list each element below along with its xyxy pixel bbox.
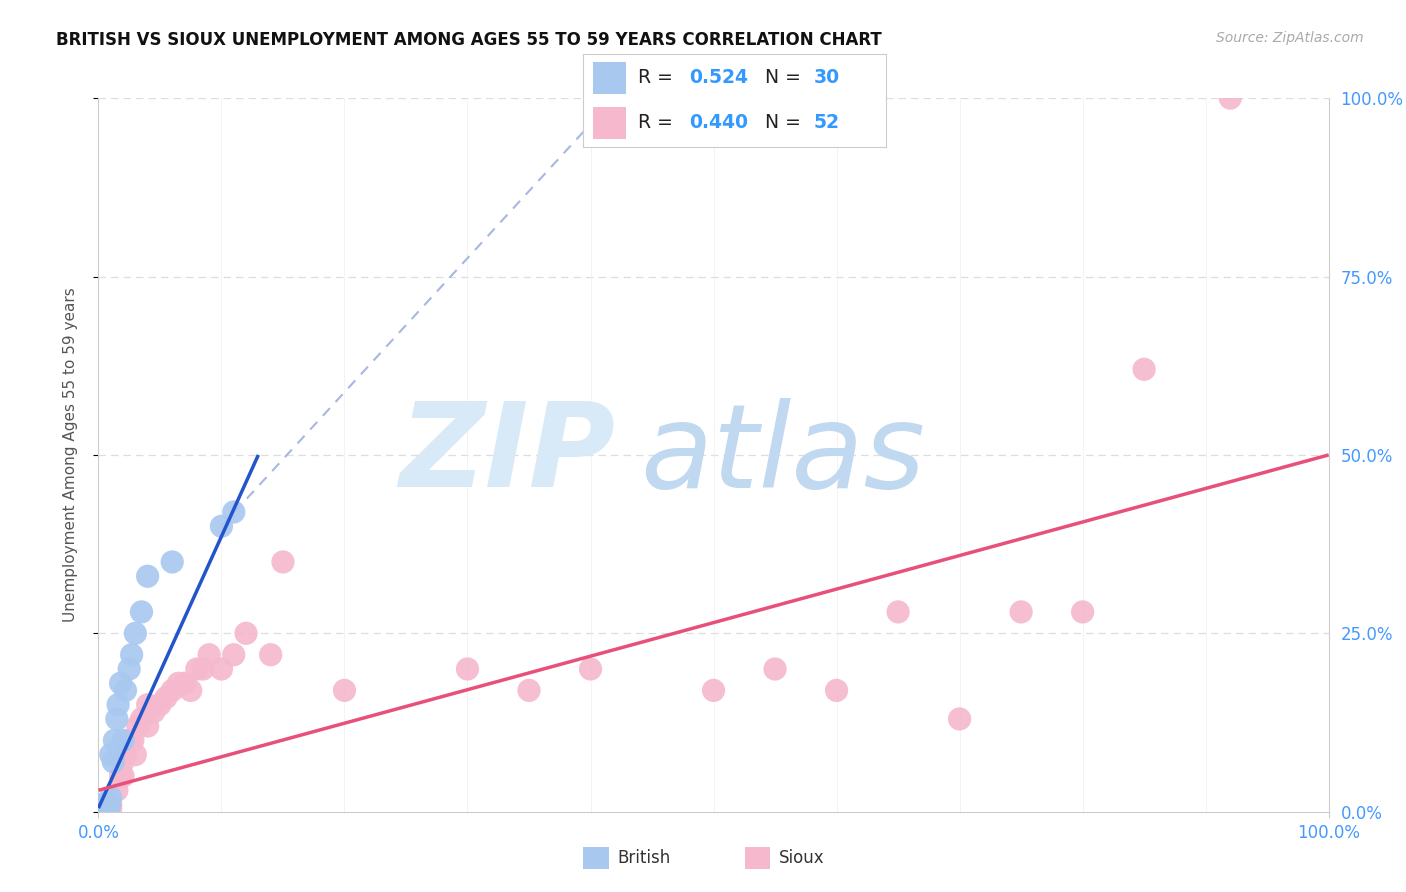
Point xyxy=(763,662,786,676)
Point xyxy=(456,662,478,676)
Point xyxy=(1071,605,1094,619)
Text: Sioux: Sioux xyxy=(779,849,824,867)
Point xyxy=(87,805,110,819)
Text: N =: N = xyxy=(765,69,807,87)
Text: R =: R = xyxy=(638,113,679,132)
Point xyxy=(112,769,135,783)
Point xyxy=(1010,605,1032,619)
Y-axis label: Unemployment Among Ages 55 to 59 years: Unemployment Among Ages 55 to 59 years xyxy=(63,287,77,623)
Point xyxy=(87,805,110,819)
Point xyxy=(114,683,136,698)
Point xyxy=(162,683,183,698)
Point xyxy=(124,626,146,640)
Point xyxy=(118,733,141,747)
Point xyxy=(517,683,540,698)
Point xyxy=(887,605,910,619)
Point xyxy=(112,755,135,769)
Point xyxy=(93,801,115,815)
Point xyxy=(90,801,112,815)
Point xyxy=(87,801,110,815)
Text: BRITISH VS SIOUX UNEMPLOYMENT AMONG AGES 55 TO 59 YEARS CORRELATION CHART: BRITISH VS SIOUX UNEMPLOYMENT AMONG AGES… xyxy=(56,31,882,49)
Text: 0.440: 0.440 xyxy=(689,113,748,132)
Point xyxy=(211,662,233,676)
Point xyxy=(949,712,972,726)
Point xyxy=(100,747,122,762)
Bar xyxy=(592,62,626,94)
Point xyxy=(87,805,110,819)
Text: 0.524: 0.524 xyxy=(689,69,748,87)
Point xyxy=(110,676,132,690)
Point xyxy=(703,683,725,698)
Point xyxy=(87,805,110,819)
Point xyxy=(93,797,115,812)
Point xyxy=(191,662,214,676)
Point xyxy=(87,805,110,819)
Point xyxy=(103,755,125,769)
Point xyxy=(110,769,132,783)
Point xyxy=(149,698,172,712)
Point xyxy=(105,712,128,726)
Text: ZIP: ZIP xyxy=(399,398,616,512)
Point xyxy=(131,712,153,726)
Point xyxy=(100,790,122,805)
Point xyxy=(198,648,221,662)
Point xyxy=(105,783,128,797)
Point xyxy=(211,519,233,533)
Point xyxy=(100,801,122,815)
Point xyxy=(271,555,294,569)
Point xyxy=(222,505,245,519)
Point xyxy=(162,555,183,569)
Point xyxy=(579,662,602,676)
Point xyxy=(235,626,257,640)
Point xyxy=(87,801,110,815)
Point xyxy=(131,605,153,619)
Text: N =: N = xyxy=(765,113,807,132)
Point xyxy=(124,747,146,762)
Point xyxy=(173,676,195,690)
Point xyxy=(87,805,110,819)
Point xyxy=(97,797,120,812)
Point xyxy=(94,801,117,815)
Point xyxy=(87,805,110,819)
Point xyxy=(136,569,159,583)
Point xyxy=(136,698,159,712)
Point xyxy=(96,801,118,815)
Point xyxy=(121,648,143,662)
Point xyxy=(142,705,165,719)
Text: Source: ZipAtlas.com: Source: ZipAtlas.com xyxy=(1216,31,1364,45)
Point xyxy=(825,683,848,698)
Point xyxy=(118,662,141,676)
Point xyxy=(333,683,356,698)
Bar xyxy=(592,107,626,139)
Point xyxy=(155,690,177,705)
Point xyxy=(91,797,114,812)
Point xyxy=(87,805,110,819)
Text: 30: 30 xyxy=(813,69,839,87)
Point xyxy=(93,801,115,815)
Text: atlas: atlas xyxy=(640,398,925,512)
Point xyxy=(127,719,149,733)
Point xyxy=(114,747,136,762)
Point xyxy=(222,648,245,662)
Text: British: British xyxy=(617,849,671,867)
Point xyxy=(112,733,135,747)
Point xyxy=(87,805,110,819)
Point xyxy=(167,676,190,690)
Point xyxy=(100,797,122,812)
Point xyxy=(180,683,202,698)
Point xyxy=(1219,91,1241,105)
Text: R =: R = xyxy=(638,69,679,87)
Point xyxy=(260,648,283,662)
Point xyxy=(87,805,110,819)
Point xyxy=(1133,362,1156,376)
Point xyxy=(186,662,208,676)
Point xyxy=(103,733,125,747)
Text: 52: 52 xyxy=(813,113,839,132)
Point xyxy=(97,801,120,815)
Point xyxy=(136,719,159,733)
Point xyxy=(98,797,121,812)
Point xyxy=(122,733,145,747)
Point xyxy=(107,698,129,712)
Point xyxy=(96,797,118,812)
